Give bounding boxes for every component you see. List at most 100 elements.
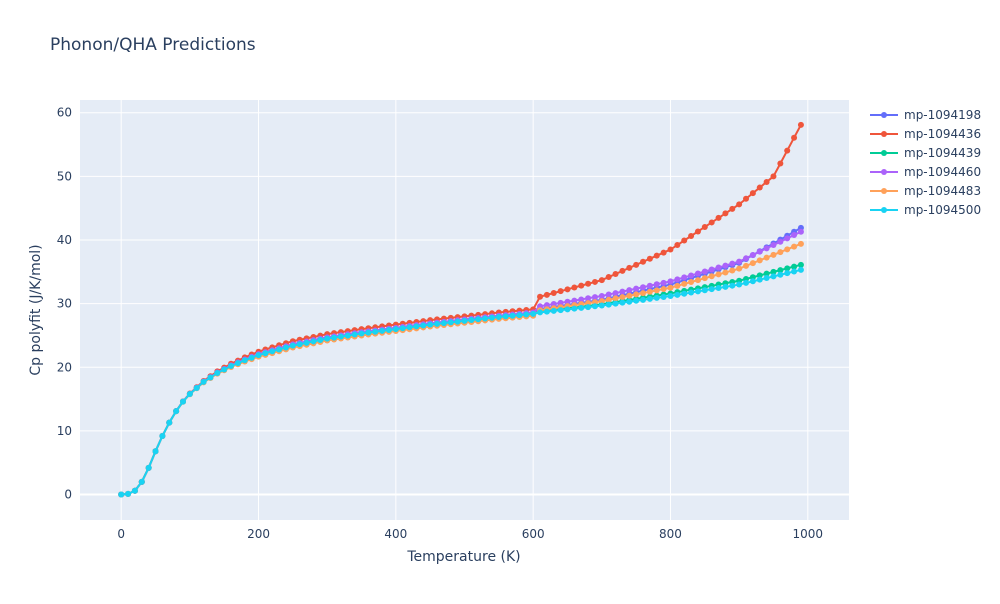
data-point	[701, 223, 708, 230]
x-tick-label: 400	[384, 527, 407, 541]
data-point	[406, 324, 413, 331]
legend-swatch-marker	[881, 112, 887, 118]
data-point	[729, 282, 736, 289]
y-tick-label: 60	[57, 106, 72, 120]
y-axis-title: Cp polyfit (J/K/mol)	[28, 244, 44, 375]
data-point	[681, 290, 688, 297]
data-point	[612, 300, 619, 307]
data-point	[756, 248, 763, 255]
series-line	[121, 268, 802, 496]
data-point	[186, 391, 193, 397]
data-point	[667, 246, 674, 253]
y-tick-label: 20	[57, 360, 72, 374]
data-point	[749, 274, 756, 281]
data-point	[605, 291, 612, 298]
data-point	[214, 370, 221, 376]
data-point	[688, 232, 695, 239]
data-point	[331, 334, 338, 341]
data-point	[708, 273, 715, 280]
data-point	[653, 294, 660, 301]
data-point	[694, 277, 701, 284]
data-point	[578, 282, 585, 289]
y-tick-label: 50	[57, 169, 72, 183]
data-point	[722, 210, 729, 217]
data-point	[681, 274, 688, 281]
data-point	[255, 352, 262, 359]
data-point	[660, 249, 667, 256]
data-point	[646, 255, 653, 262]
data-point	[557, 299, 564, 306]
data-point	[756, 184, 763, 191]
data-point	[777, 160, 784, 167]
legend-item[interactable]: mp-1094460	[870, 165, 981, 179]
data-point	[365, 329, 372, 336]
data-point	[372, 328, 379, 335]
data-point	[736, 258, 743, 265]
data-point	[653, 252, 660, 259]
data-point	[317, 337, 324, 344]
data-point	[385, 326, 392, 333]
legend-item[interactable]: mp-1094500	[870, 203, 981, 217]
legend-swatch-marker	[881, 207, 887, 213]
data-point	[523, 311, 530, 318]
data-point	[468, 317, 475, 324]
data-point	[248, 354, 255, 361]
data-point	[722, 269, 729, 276]
data-point	[633, 261, 640, 268]
data-point	[688, 279, 695, 285]
data-point	[179, 398, 186, 405]
data-point	[743, 255, 750, 262]
data-point	[674, 291, 681, 298]
legend-item[interactable]: mp-1094439	[870, 146, 981, 160]
data-point	[228, 363, 235, 369]
data-point	[701, 268, 708, 275]
data-point	[736, 281, 743, 288]
data-point	[743, 262, 750, 269]
data-point	[324, 335, 331, 342]
data-point	[413, 323, 420, 330]
x-tick-label: 800	[659, 527, 682, 541]
data-point	[626, 292, 633, 299]
data-point	[626, 264, 633, 271]
data-point	[221, 366, 228, 373]
data-point	[564, 286, 571, 293]
data-point	[591, 278, 598, 285]
data-point	[708, 266, 715, 273]
data-point	[461, 317, 468, 324]
data-point	[743, 279, 750, 286]
data-point	[681, 280, 688, 287]
data-point	[550, 307, 557, 314]
data-point	[557, 307, 564, 314]
data-point	[612, 295, 619, 302]
legend-item[interactable]: mp-1094483	[870, 184, 981, 198]
data-point	[688, 289, 695, 296]
data-point	[399, 325, 406, 332]
data-point	[770, 268, 777, 275]
data-point	[619, 294, 626, 301]
x-tick-label: 0	[117, 527, 125, 541]
data-point	[200, 378, 207, 385]
y-tick-label: 30	[57, 297, 72, 311]
data-point	[550, 290, 557, 297]
data-point	[784, 265, 791, 272]
data-point	[777, 238, 784, 245]
data-point	[131, 487, 138, 494]
y-tick-label: 0	[64, 488, 72, 502]
legend-item[interactable]: mp-1094436	[870, 127, 981, 141]
data-point	[715, 214, 722, 221]
data-point	[791, 268, 798, 275]
legend-item[interactable]: mp-1094198	[870, 108, 981, 122]
x-tick-label: 600	[522, 527, 545, 541]
data-point	[578, 296, 585, 303]
data-point	[475, 316, 482, 323]
data-point	[495, 314, 502, 320]
data-point	[166, 419, 173, 426]
legend-swatch-marker	[881, 188, 887, 194]
series-mp-1094500	[118, 266, 804, 498]
data-point	[660, 279, 667, 286]
data-point	[358, 330, 365, 337]
data-point	[646, 288, 653, 295]
data-point	[708, 219, 715, 226]
data-point	[585, 304, 592, 311]
